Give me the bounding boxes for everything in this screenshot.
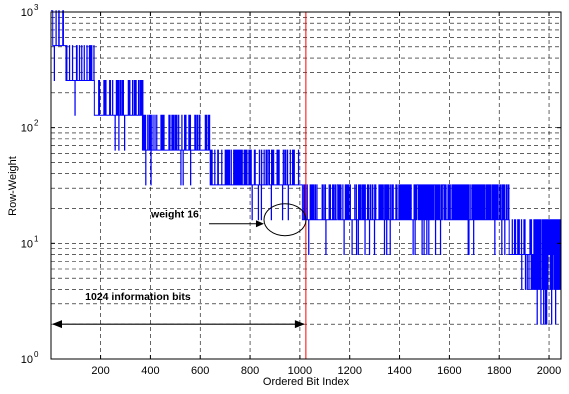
x-tick-label: 600 <box>191 365 209 377</box>
series-line <box>51 10 562 325</box>
y-tick-label: 10 <box>21 354 33 366</box>
x-axis-label: Ordered Bit Index <box>263 376 350 388</box>
x-tick-label: 1600 <box>437 365 461 377</box>
x-tick-label: 1400 <box>387 365 411 377</box>
x-tick-label: 1800 <box>487 365 511 377</box>
x-tick-label: 1000 <box>288 365 312 377</box>
y-axis-label: Row-Weight <box>7 156 19 216</box>
y-tick-exponent: 1 <box>34 234 39 243</box>
x-tick-label: 200 <box>91 365 109 377</box>
y-tick-exponent: 3 <box>34 3 39 12</box>
information-bits-label: 1024 information bits <box>85 291 191 303</box>
information-bits-arrow-right <box>294 320 305 329</box>
y-tick-exponent: 0 <box>34 350 39 359</box>
x-tick-label: 2000 <box>537 365 561 377</box>
y-tick-exponent: 2 <box>34 119 39 128</box>
annotations: weight 16 1024 information bits <box>52 203 307 329</box>
weight-16-arrow-head <box>255 220 264 228</box>
x-tick-label: 800 <box>241 365 259 377</box>
series-row-weight <box>51 10 562 325</box>
x-tick-label: 400 <box>141 365 159 377</box>
x-tick-label: 1200 <box>337 365 361 377</box>
y-tick-label: 10 <box>21 7 33 19</box>
y-tick-label: 10 <box>21 238 33 250</box>
weight-16-label: weight 16 <box>150 209 199 221</box>
weight-16-ellipse <box>263 203 307 237</box>
plot-frame <box>50 11 562 360</box>
information-bits-arrow-left <box>52 320 62 329</box>
y-tick-label: 10 <box>21 123 33 135</box>
